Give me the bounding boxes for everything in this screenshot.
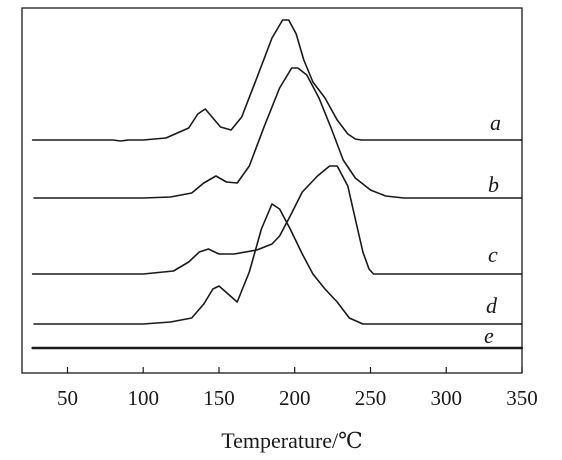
series-a-label: a [490, 110, 501, 135]
x-tick-label-350: 350 [506, 386, 538, 410]
series-b-label: b [488, 172, 499, 197]
x-tick-label-100: 100 [127, 386, 159, 410]
series-e-label: e [484, 323, 494, 348]
series-labels-layer: a b c de [484, 110, 501, 348]
series-a-line [31, 19, 523, 142]
x-tick-label-300: 300 [430, 386, 462, 410]
series-d-line [33, 203, 523, 325]
x-tick-label-200: 200 [279, 386, 311, 410]
x-ticks-layer: 50 100 150 200 250 300 350 [57, 367, 538, 410]
x-tick-label-250: 250 [355, 386, 387, 410]
x-tick-label-150: 150 [203, 386, 235, 410]
series-c-line [31, 165, 523, 275]
x-axis-title: Temperature/℃ [221, 428, 363, 453]
plot-frame [21, 7, 523, 374]
x-tick-label-50: 50 [57, 386, 78, 410]
series-b-line [33, 67, 523, 199]
series-c-label: c [488, 242, 498, 267]
curves-layer [31, 19, 524, 350]
series-d-label: d [486, 293, 498, 318]
